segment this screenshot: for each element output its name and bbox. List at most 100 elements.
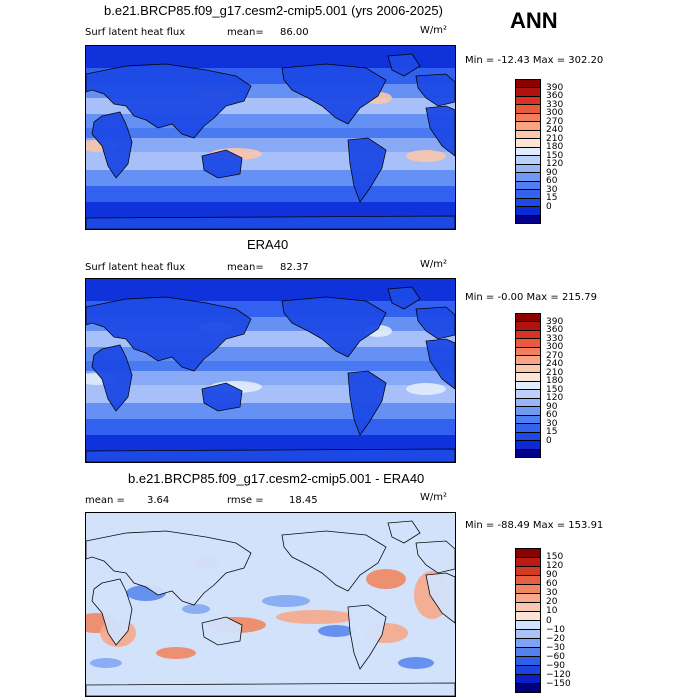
- colorbar-tick-label: 90: [546, 401, 558, 412]
- colorbar-swatch: [516, 585, 540, 594]
- colorbar-tick-label: 90: [546, 570, 558, 581]
- panel-1-map: [85, 45, 456, 230]
- colorbar-swatch: [516, 113, 540, 123]
- colorbar-tick-label: −20: [546, 633, 565, 644]
- colorbar-swatch: [516, 347, 540, 357]
- colorbar-tick-label: 330: [546, 99, 564, 110]
- panel-2-map: [85, 278, 456, 463]
- colorbar-swatch: [516, 558, 540, 567]
- panel-1-colorbar-ticks: 390 360 330 300 270 240 210 180 150 120 90 60 30 15 0: [546, 79, 576, 224]
- colorbar-tick-label: 90: [546, 167, 558, 178]
- panel-3-title: b.e21.BRCP85.f09_g17.cesm2-cmip5.001 - E…: [128, 471, 425, 486]
- colorbar-tick-label: 0: [546, 201, 552, 212]
- colorbar-swatch: [516, 190, 540, 199]
- colorbar-swatch: [516, 164, 540, 174]
- colorbar-tick-label: −30: [546, 642, 565, 653]
- colorbar-tick-label: 270: [546, 350, 564, 361]
- colorbar-swatch: [516, 314, 540, 323]
- panel-3-map-image: [86, 513, 455, 696]
- panel-1-units: W/m²: [420, 25, 448, 36]
- colorbar-swatch: [516, 449, 540, 457]
- colorbar-swatch: [516, 207, 540, 216]
- colorbar-swatch: [516, 96, 540, 106]
- colorbar-swatch: [516, 684, 540, 692]
- colorbar-swatch: [516, 407, 540, 416]
- panel-3-mean-label: mean =: [85, 495, 125, 506]
- colorbar-tick-label: −60: [546, 651, 565, 662]
- colorbar-swatch: [516, 130, 540, 140]
- colorbar-swatch: [516, 441, 540, 450]
- colorbar-tick-label: 120: [546, 159, 564, 170]
- panel-2-colorbar: [515, 313, 541, 458]
- panel-2-title: ERA40: [247, 237, 289, 252]
- panel-2-mean-value: 82.37: [280, 262, 309, 273]
- colorbar-tick-label: 180: [546, 376, 564, 387]
- panel-1-colorbar: [515, 79, 541, 224]
- colorbar-swatch: [516, 356, 540, 365]
- panel-3-map: [85, 512, 456, 697]
- colorbar-tick-label: 120: [546, 561, 564, 572]
- colorbar-tick-label: 240: [546, 359, 564, 370]
- colorbar-tick-label: 270: [546, 116, 564, 127]
- colorbar-tick-label: 180: [546, 142, 564, 153]
- colorbar-tick-label: 330: [546, 333, 564, 344]
- colorbar-swatch: [516, 576, 540, 585]
- colorbar-swatch: [516, 424, 540, 433]
- colorbar-tick-label: 150: [546, 150, 564, 161]
- panel-1-mean-label: mean=: [227, 27, 264, 38]
- colorbar-swatch: [516, 657, 540, 666]
- colorbar-swatch: [516, 198, 540, 208]
- colorbar-tick-label: 15: [546, 427, 558, 438]
- panel-1-map-image: [86, 46, 455, 229]
- colorbar-tick-label: −150: [546, 678, 571, 689]
- colorbar-swatch: [516, 105, 540, 114]
- colorbar-swatch: [516, 80, 540, 89]
- colorbar-swatch: [516, 330, 540, 340]
- panel-3-colorbar-ticks: 150 120 90 60 30 20 10 0 −10 −20 −30 −60 −90 −120 −150: [546, 548, 582, 693]
- panel-1-minmax: Min = -12.43 Max = 302.20: [465, 55, 604, 66]
- colorbar-tick-label: 10: [546, 606, 558, 617]
- colorbar-tick-label: 0: [546, 435, 552, 446]
- colorbar-tick-label: 360: [546, 325, 564, 336]
- colorbar-swatch: [516, 630, 540, 639]
- colorbar-tick-label: 15: [546, 193, 558, 204]
- colorbar-swatch: [516, 639, 540, 648]
- colorbar-tick-label: 390: [546, 316, 564, 327]
- colorbar-tick-label: 30: [546, 184, 558, 195]
- colorbar-tick-label: 390: [546, 82, 564, 93]
- panel-1-variable: Surf latent heat flux: [85, 27, 186, 38]
- panel-3-colorbar: [515, 548, 541, 693]
- panel-2-colorbar-ticks: 390 360 330 300 270 240 210 180 150 120 90 60 30 15 0: [546, 313, 576, 458]
- colorbar-swatch: [516, 594, 540, 603]
- panel-3-rmse-label: rmse =: [227, 495, 264, 506]
- panel-3-units: W/m²: [420, 492, 448, 503]
- colorbar-swatch: [516, 122, 540, 131]
- colorbar-tick-label: 30: [546, 418, 558, 429]
- colorbar-tick-label: −90: [546, 660, 565, 671]
- colorbar-swatch: [516, 648, 540, 657]
- colorbar-swatch: [516, 666, 540, 675]
- colorbar-tick-label: −10: [546, 624, 565, 635]
- colorbar-tick-label: 150: [546, 384, 564, 395]
- panel-2-units: W/m²: [420, 259, 448, 270]
- colorbar-swatch: [516, 139, 540, 148]
- colorbar-swatch: [516, 88, 540, 97]
- colorbar-tick-label: 60: [546, 579, 558, 590]
- colorbar-tick-label: 300: [546, 342, 564, 353]
- colorbar-swatch: [516, 156, 540, 165]
- colorbar-swatch: [516, 147, 540, 157]
- colorbar-swatch: [516, 364, 540, 374]
- panel-2-mean-label: mean=: [227, 262, 264, 273]
- colorbar-tick-label: 210: [546, 367, 564, 378]
- colorbar-swatch: [516, 612, 540, 621]
- colorbar-swatch: [516, 322, 540, 331]
- colorbar-tick-label: 20: [546, 597, 558, 608]
- colorbar-swatch: [516, 339, 540, 348]
- panel-2-minmax: Min = -0.00 Max = 215.79: [465, 292, 597, 303]
- panel-3-minmax: Min = -88.49 Max = 153.91: [465, 520, 604, 531]
- colorbar-tick-label: 150: [546, 552, 564, 563]
- colorbar-tick-label: −120: [546, 669, 571, 680]
- colorbar-swatch: [516, 415, 540, 425]
- colorbar-swatch: [516, 675, 540, 684]
- panel-2-variable: Surf latent heat flux: [85, 262, 186, 273]
